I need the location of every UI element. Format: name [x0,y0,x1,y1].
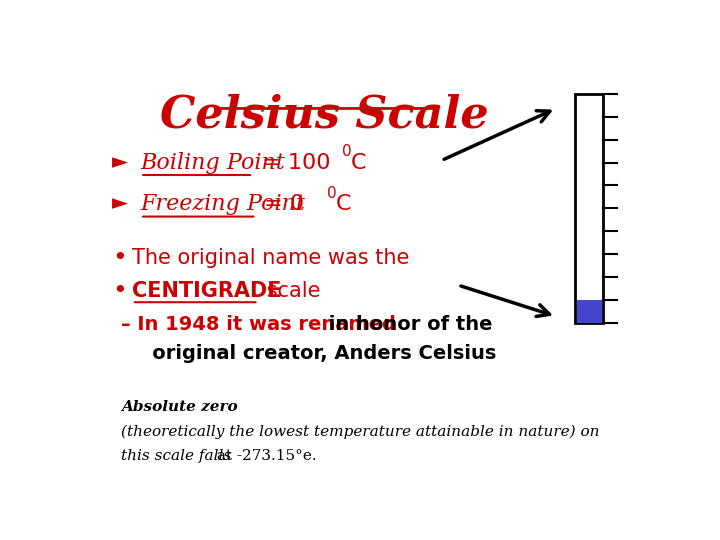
Text: Freezing Point: Freezing Point [140,193,305,215]
Bar [577,300,602,322]
Text: ►: ► [112,153,128,172]
Text: this scale falls: this scale falls [121,449,231,463]
Text: C: C [351,152,366,172]
Text: at -273.15°e.: at -273.15°e. [212,449,316,463]
Text: The original name was the: The original name was the [132,248,409,268]
Text: = 100: = 100 [255,152,337,172]
Text: Boiling Point: Boiling Point [140,152,285,173]
Text: in honor of the: in honor of the [322,315,492,334]
Text: – In 1948 it was renamed: – In 1948 it was renamed [121,315,395,334]
Text: scale: scale [260,281,320,301]
Text: C: C [336,194,351,214]
Text: (theoretically the lowest temperature attainable in nature) on: (theoretically the lowest temperature at… [121,424,599,438]
Text: •: • [112,279,127,303]
Text: Absolute zero: Absolute zero [121,400,238,414]
Text: = 0: = 0 [258,194,312,214]
Text: CENTIGRADE: CENTIGRADE [132,281,282,301]
Text: •: • [112,246,127,270]
Text: 0: 0 [327,186,337,201]
Text: Celsius Scale: Celsius Scale [160,94,489,137]
Text: original creator, Anders Celsius: original creator, Anders Celsius [132,345,496,363]
Text: ►: ► [112,194,128,214]
Bar [575,94,603,322]
Text: 0: 0 [342,144,352,159]
